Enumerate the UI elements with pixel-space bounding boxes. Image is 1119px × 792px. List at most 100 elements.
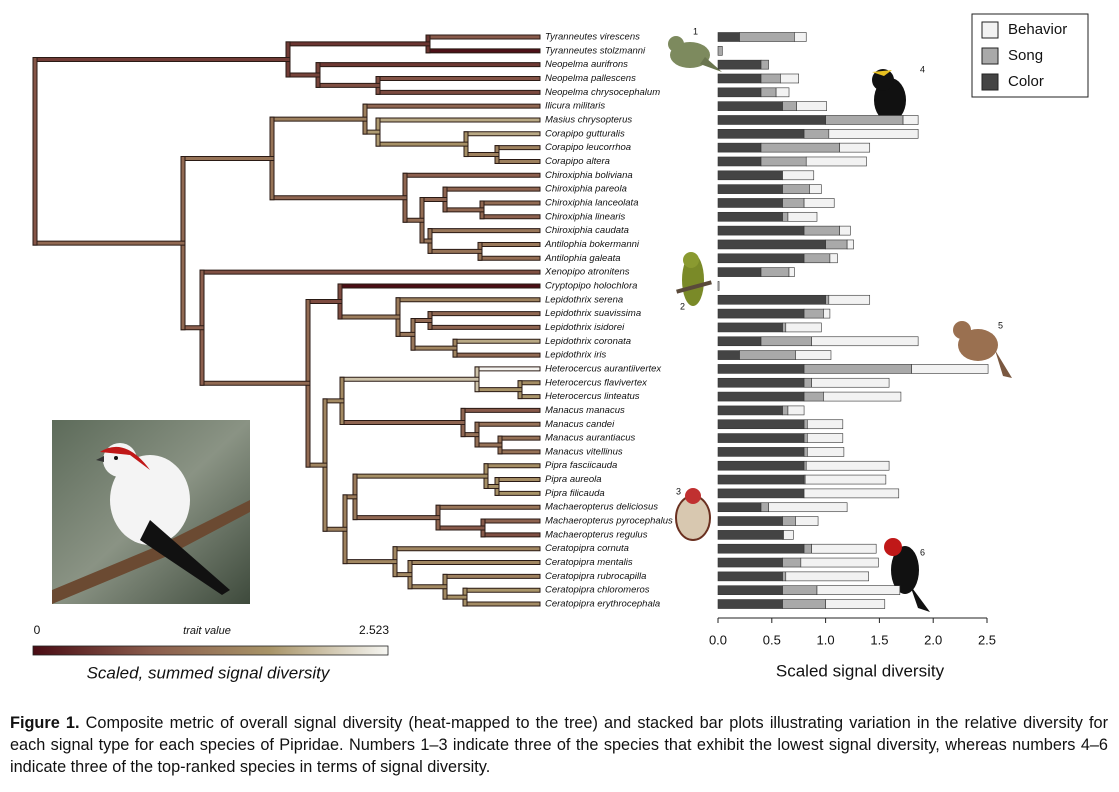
bar-segment (717, 170, 783, 181)
annotation: 6 (920, 547, 925, 557)
species-label: Heterocercus linteatus (545, 391, 640, 402)
bar-segment (911, 364, 989, 374)
species-label: Chiroxiphia lanceolata (545, 197, 638, 208)
species-label: Cryptopipo holochlora (545, 280, 637, 291)
bar-segment (768, 502, 848, 513)
bar-segment (717, 474, 805, 485)
bar-segment (803, 308, 824, 319)
bar-segment (839, 225, 851, 236)
bar-segment (717, 336, 762, 347)
bar-segment (760, 502, 769, 513)
bar-segment (717, 198, 783, 208)
species-label: Machaeropterus pyrocephalus (545, 516, 673, 527)
annotation: 2 (680, 301, 685, 311)
bar-segment (717, 253, 805, 264)
bar-segment (825, 115, 904, 125)
bar-segment (788, 267, 795, 277)
species-label: Machaeropterus deliciosus (545, 502, 658, 513)
bar-segment (787, 405, 805, 416)
bird-drawings (668, 36, 1012, 612)
species-label: Ceratopipra cornuta (545, 543, 629, 554)
species-label: Ilicura militaris (545, 101, 605, 112)
species-label: Corapipo gutturalis (545, 128, 625, 139)
bar-segment (717, 239, 826, 250)
bar-segment (803, 377, 812, 388)
legend-label: Color (1008, 73, 1044, 90)
colorbar-title: Scaled, summed signal diversity (87, 663, 331, 682)
bar-segment (782, 211, 789, 222)
species-label: Lepidothrix coronata (545, 336, 631, 347)
bar-segment (717, 73, 762, 84)
bar-segment (800, 557, 879, 568)
species-label: Ceratopipra erythrocephala (545, 599, 660, 610)
species-label: Neopelma aurifrons (545, 59, 628, 70)
bar-segment (717, 294, 826, 305)
bar-segment (717, 115, 826, 125)
x-tick-label: 2.0 (924, 632, 942, 647)
bar-segment (775, 87, 790, 98)
bar-segment (811, 377, 890, 388)
x-tick-label: 0.5 (763, 632, 781, 647)
x-tick-label: 1.5 (870, 632, 888, 647)
bar-segment (803, 419, 808, 430)
bar-segment (805, 156, 867, 167)
bar-segment (803, 253, 831, 264)
bar-segment (807, 447, 845, 457)
species-label: Manacus manacus (545, 405, 625, 416)
species-label: Ceratopipra chloromeros (545, 585, 650, 596)
bar-segment (825, 294, 830, 305)
bar-segment (780, 73, 800, 84)
bar-segment (782, 170, 815, 181)
legend-swatch (981, 47, 999, 65)
legend-swatch (981, 21, 999, 39)
x-tick-label: 1.0 (817, 632, 835, 647)
photo (52, 420, 250, 604)
bar-segment (839, 142, 871, 153)
bar-segment (803, 129, 830, 139)
species-label: Neopelma chrysocephalum (545, 87, 660, 98)
bar-segment (717, 405, 783, 416)
bar-segment (811, 543, 877, 554)
bar-segment (717, 433, 805, 443)
bar-segment (717, 87, 762, 98)
bar-segment (717, 557, 783, 568)
bar-segment (823, 308, 831, 319)
bar-segment (829, 253, 838, 264)
bar-segment (717, 101, 783, 111)
bar-segment (717, 530, 783, 540)
species-label: Lepidothrix suavissima (545, 308, 641, 319)
bar-segment (717, 377, 805, 388)
legend-swatch (981, 73, 999, 91)
bar-segment (782, 599, 826, 609)
bar-segment (717, 142, 762, 153)
bar-segment (809, 184, 822, 194)
bar-segment (717, 391, 805, 402)
legend-label: Behavior (1008, 21, 1067, 38)
bar-segment (828, 294, 871, 305)
species-label: Pipra filicauda (545, 488, 605, 499)
bar-segment (803, 225, 840, 236)
bar-segment (760, 156, 807, 167)
annotation: 3 (676, 486, 681, 496)
annotation: 4 (920, 64, 925, 74)
bar-segment (717, 543, 805, 554)
colorbar (32, 645, 389, 656)
bar-segment (717, 281, 720, 291)
species-label: Chiroxiphia boliviana (545, 170, 633, 181)
bar-segment (782, 101, 797, 111)
bar-segment (717, 419, 805, 430)
colorbar-label: trait value (183, 625, 231, 637)
bar-segment (795, 350, 832, 360)
figure: Scaled, summed signal diversity trait va… (32, 13, 1089, 682)
bar-segment (782, 516, 796, 526)
colorbar-tick-label: 2.523 (359, 623, 389, 637)
bar-segment (717, 585, 783, 596)
species-label: Antilophia bokermanni (544, 239, 640, 250)
bar-segment (717, 571, 783, 582)
bar-segment (717, 322, 783, 333)
species-label: Masius chrysopterus (545, 114, 632, 125)
bar-segment (785, 571, 869, 582)
bar-segment (782, 585, 818, 596)
species-label: Xenopipo atronitens (544, 267, 630, 278)
